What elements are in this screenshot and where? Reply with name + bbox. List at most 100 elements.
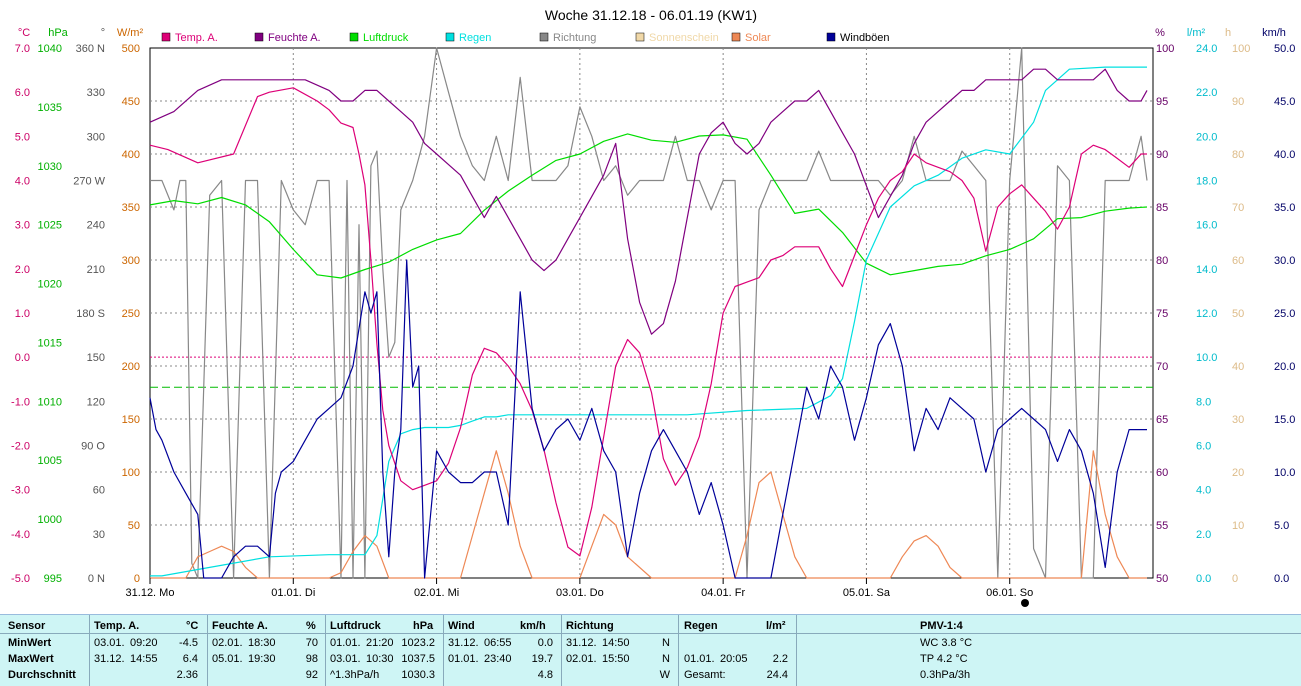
press-min-date: 01.01. (330, 637, 361, 649)
axis-tick-label: 45.0 (1274, 96, 1295, 108)
axis-tick-label: 150 (122, 414, 140, 426)
axis-tick-label: 12.0 (1196, 308, 1217, 320)
axis-tick-label: 10.0 (1196, 352, 1217, 364)
weather-chart: Woche 31.12.18 - 06.01.19 (KW1) Temp. A.… (11, 7, 1295, 607)
stats-table: Sensor MinWert MaxWert Durchschnitt Temp… (0, 614, 1301, 686)
row-label-max: MaxWert (8, 653, 54, 665)
hum-min-date: 02.01. (212, 637, 243, 649)
reference-lines (150, 356, 1153, 388)
axis-tick-label: 50 (1232, 308, 1244, 320)
axis-tick-label: 120 (87, 396, 105, 408)
dir-max-date: 02.01. (566, 653, 597, 665)
axis-tick-label: -3.0 (11, 485, 30, 497)
axis-tick-label: 180 S (76, 308, 105, 320)
axis-tick-label: 2.0 (15, 264, 30, 276)
wind-min-date: 31.12. (448, 637, 479, 649)
axis-tick-label: 50.0 (1274, 43, 1295, 55)
axis-tick-label: 0 N (88, 573, 105, 585)
axis-tick-label: 1040 (38, 43, 62, 55)
stats-unit-rain: l/m² (766, 620, 786, 632)
axis-tick-label: 40.0 (1274, 149, 1295, 161)
stats-separator (89, 615, 90, 686)
stats-unit-press: hPa (413, 620, 434, 632)
press-max-time: 10:30 (366, 653, 394, 665)
axis-tick-label: 75 (1156, 308, 1168, 320)
series-line-rain (150, 66, 1147, 577)
x-tick-label: 03.01. Do (556, 587, 604, 599)
stats-header-sensor: Sensor (8, 620, 46, 632)
axis-tick-label: 0 (134, 573, 140, 585)
x-axis-labels: 31.12. Mo 01.01. Di 02.01. Mi 03.01. Do 04.0… (126, 578, 1033, 599)
axis-tick-label: 300 (122, 255, 140, 267)
press-min-value: 1023.2 (401, 637, 435, 649)
stats-separator (796, 615, 797, 686)
dir-min-time: 14:50 (602, 637, 630, 649)
press-max-value: 1037.5 (401, 653, 435, 665)
axis-tick-label: 400 (122, 149, 140, 161)
axis-tick-label: 6.0 (15, 87, 30, 99)
stats-header-wind: Wind (448, 620, 475, 632)
axis-tick-label: 1010 (38, 396, 62, 408)
x-tick-label: 02.01. Mi (414, 587, 459, 599)
stats-separator (325, 615, 326, 686)
legend-swatch (161, 32, 171, 42)
x-tick-label: 06.01. So (986, 587, 1033, 599)
axis-tick-label: 16.0 (1196, 220, 1217, 232)
axis-tick-label: 5.0 (1274, 520, 1289, 532)
axis-unit: l/m² (1187, 27, 1206, 39)
legend-swatch (826, 32, 836, 42)
axis-tick-label: 60 (1156, 467, 1168, 479)
axis-tick-label: 200 (122, 361, 140, 373)
axis-unit: km/h (1262, 27, 1286, 39)
legend-swatch (731, 32, 741, 42)
series-line-gust (149, 259, 1147, 579)
legend-label: Regen (459, 32, 491, 44)
axis-tick-label: 95 (1156, 96, 1168, 108)
stats-separator (561, 615, 562, 686)
legend-label: Sonnenschein (649, 32, 719, 44)
axis-tick-label: 5.0 (15, 131, 30, 143)
axis-tick-label: 90 (1232, 96, 1244, 108)
hum-max-date: 05.01. (212, 653, 243, 665)
axis-tick-label: 8.0 (1196, 396, 1211, 408)
axis-tick-label: 100 (1156, 43, 1174, 55)
axis-tick-label: 40 (1232, 361, 1244, 373)
axis-tick-label: 2.0 (1196, 529, 1211, 541)
legend-label: Richtung (553, 32, 596, 44)
axis-tick-label: 50 (128, 520, 140, 532)
axis-tick-label: 330 (87, 87, 105, 99)
wind-min-value: 0.0 (537, 637, 553, 649)
wind-max-time: 23:40 (484, 653, 512, 665)
stats-separator (207, 615, 208, 686)
temp-min-time: 09:20 (130, 637, 158, 649)
dir-max-time: 15:50 (602, 653, 630, 665)
dir-max-value: N (662, 653, 670, 665)
hum-avg-value: 92 (305, 669, 318, 681)
legend-label: Solar (745, 32, 771, 44)
axis-tick-label: 25.0 (1274, 308, 1295, 320)
hum-min-value: 70 (305, 637, 318, 649)
axis-tick-label: 10 (1232, 520, 1244, 532)
row-label-min: MinWert (8, 637, 52, 649)
hum-max-time: 19:30 (248, 653, 276, 665)
axis-tick-label: 500 (122, 43, 140, 55)
pmv-trend: 0.3hPa/3h (920, 669, 971, 681)
rain-max-date: 01.01. (684, 653, 715, 665)
axis-tick-label: 1035 (38, 102, 62, 114)
dir-min-value: N (662, 637, 670, 649)
axis-tick-label: 6.0 (1196, 441, 1211, 453)
legend-label: Feuchte A. (268, 32, 321, 44)
temp-max-date: 31.12. (94, 653, 125, 665)
wind-avg-value: 4.8 (537, 669, 553, 681)
axis-tick-label: 100 (122, 467, 140, 479)
axis-tick-label: 350 (122, 202, 140, 214)
axis-tick-label: 450 (122, 96, 140, 108)
axis-tick-label: 22.0 (1196, 87, 1217, 99)
wind-max-date: 01.01. (448, 653, 479, 665)
axis-tick-label: 30 (93, 529, 105, 541)
series-line-press (149, 133, 1148, 279)
series-line-dir (150, 47, 1148, 579)
axis-tick-label: 20.0 (1274, 361, 1295, 373)
press-trend: ^1.3hPa/h (330, 669, 380, 681)
axis-tick-label: 60 (93, 485, 105, 497)
